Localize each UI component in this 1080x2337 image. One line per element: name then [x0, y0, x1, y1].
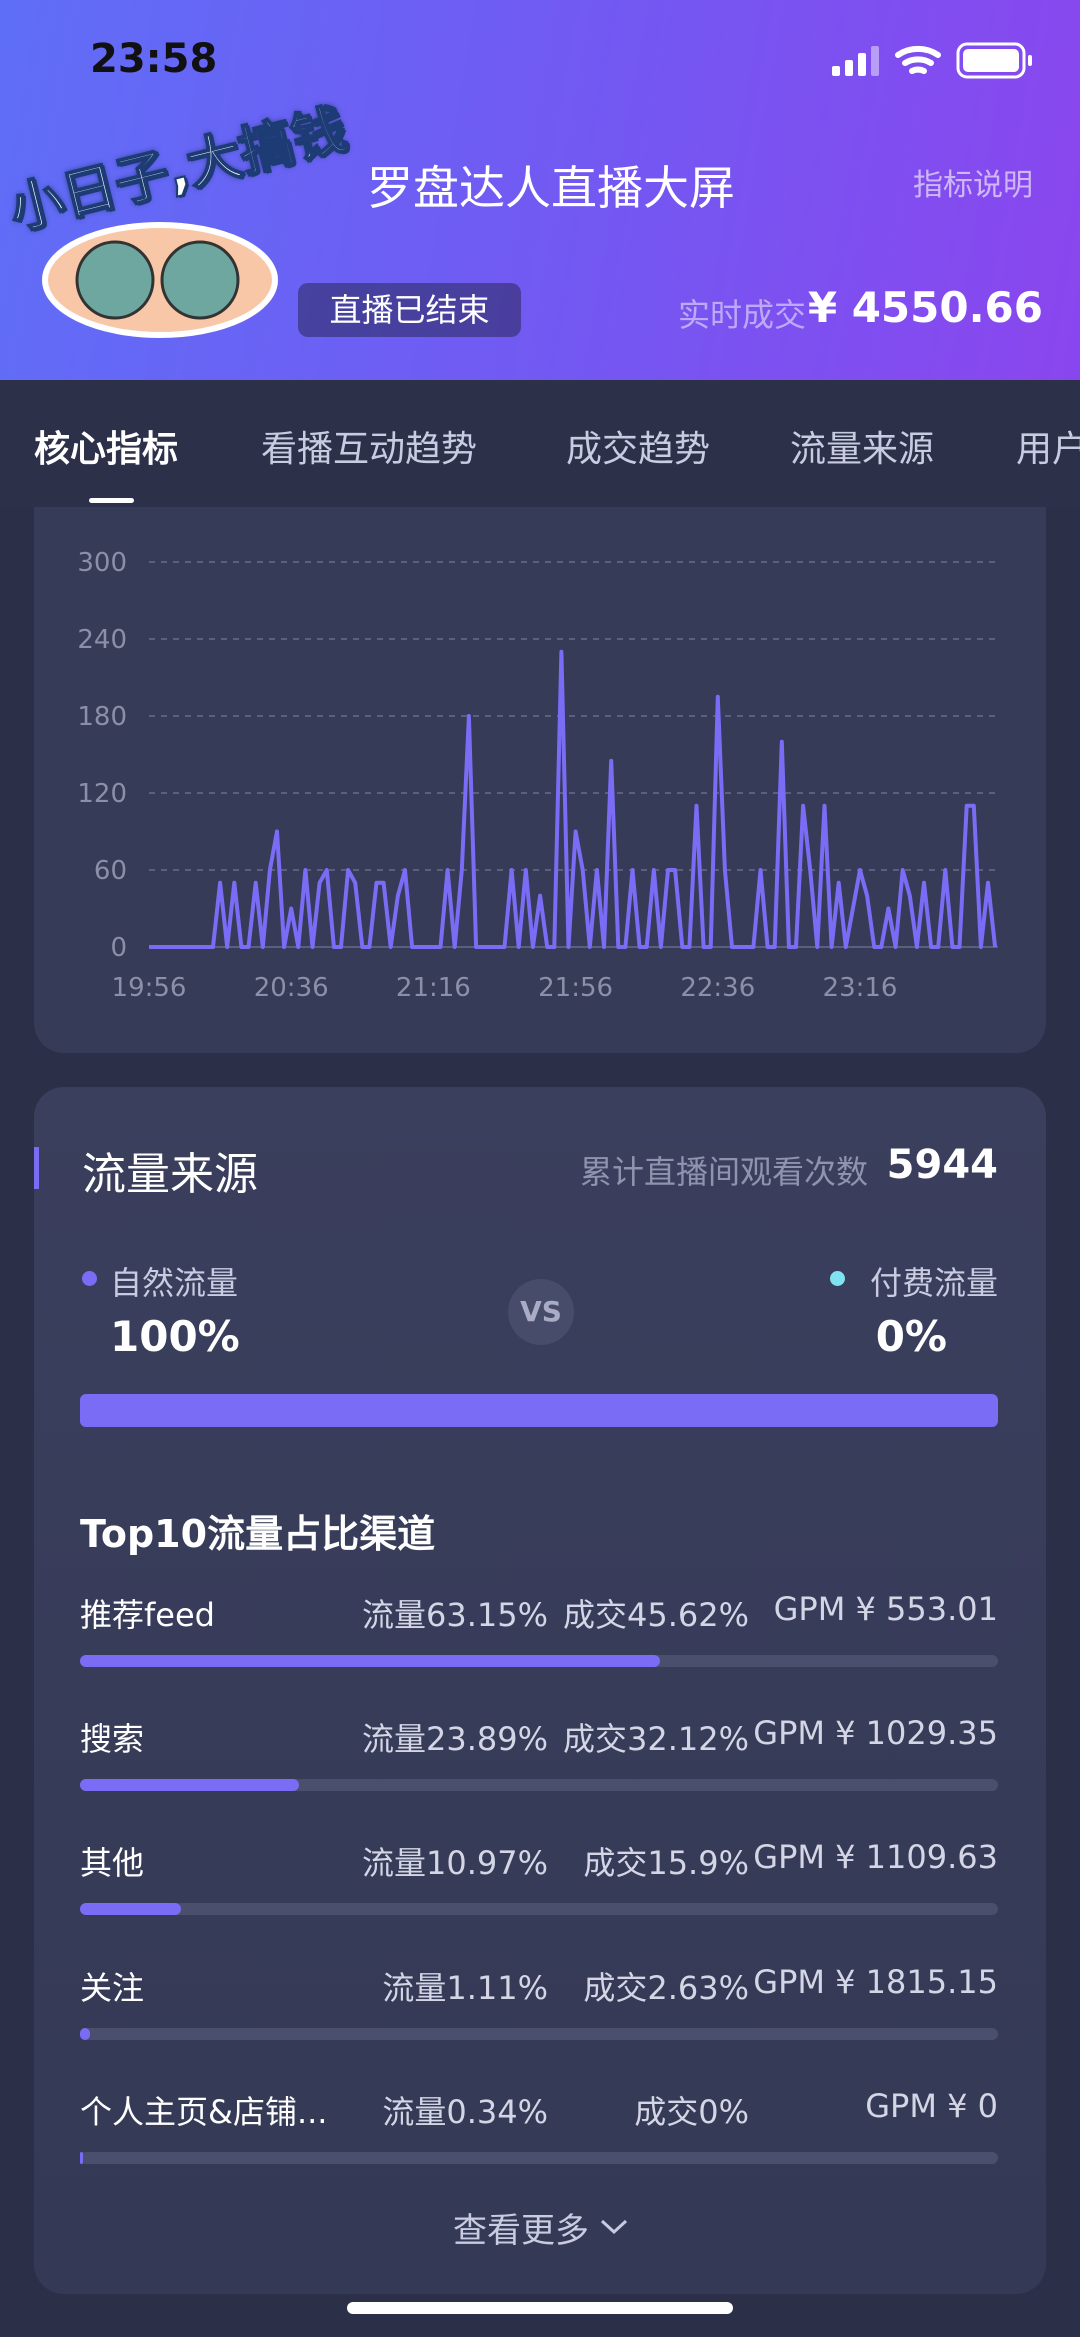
x-tick-label: 21:56	[538, 973, 613, 1003]
y-tick-label: 180	[77, 702, 127, 732]
battery-icon	[956, 42, 1026, 79]
traffic-split-bar	[80, 1394, 998, 1427]
chevron-path	[600, 2219, 628, 2235]
vs-badge: VS	[508, 1279, 574, 1345]
y-tick-label: 0	[110, 933, 127, 963]
channel-bar	[80, 1903, 181, 1915]
paid-value: 0%	[875, 1312, 947, 1361]
channel-deal: 成交0%	[634, 2093, 749, 2131]
channel-name: 个人主页&店铺...	[80, 2093, 328, 2131]
x-tick-label: 22:36	[680, 973, 755, 1003]
channel-traffic: 流量63.15%	[361, 1596, 548, 1634]
channel-bar	[80, 1655, 660, 1667]
x-tick-label: 19:56	[112, 973, 187, 1003]
x-tick-label: 21:16	[396, 973, 471, 1003]
tab[interactable]: 核心指标	[34, 429, 179, 470]
tab[interactable]: 看播互动趋势	[261, 429, 478, 470]
sticker-globe	[75, 240, 155, 320]
sticker-globe	[160, 240, 240, 320]
channel-gpm: GPM ¥ 1109.63	[753, 1838, 998, 1876]
natural-value: 100%	[110, 1312, 240, 1361]
y-tick-label: 300	[77, 548, 127, 578]
channel-traffic: 流量10.97%	[361, 1844, 548, 1882]
y-tick-label: 240	[77, 625, 127, 655]
deal-value: ¥ 4550.66	[807, 283, 1043, 332]
channel-bar-track	[80, 2152, 998, 2164]
channel-name: 其他	[80, 1844, 145, 1882]
section-accent	[34, 1147, 39, 1189]
data-line	[149, 649, 998, 949]
deal-label: 实时成交	[678, 296, 807, 334]
signal-bar	[832, 66, 840, 76]
channel-deal: 成交2.63%	[583, 1969, 749, 2007]
header: 小日子,大搞钱 23:58 罗盘达人直播大屏 指标说明 直播已结束 实时成交 ¥ 4550…	[0, 0, 1080, 380]
channel-gpm: GPM ¥ 1029.35	[753, 1714, 998, 1752]
see-more[interactable]: 查看更多	[453, 2203, 629, 2252]
channel-gpm: GPM ¥ 1815.15	[753, 1963, 998, 2001]
chart-card: 0 60 120 180 240 300 19:56 20:36 21:16 21:56 22:36…	[34, 470, 1046, 1053]
page-title: 罗盘达人直播大屏	[367, 161, 735, 215]
channels-title: Top10流量占比渠道	[80, 1512, 436, 1556]
channel-gpm: GPM ¥ 553.01	[773, 1590, 998, 1628]
total-views-label: 累计直播间观看次数	[579, 1153, 868, 1191]
x-tick-label: 23:16	[823, 973, 898, 1003]
channel-bar-track	[80, 1655, 998, 1667]
line-chart: 0 60 120 180 240 300 19:56 20:36 21:16 21:56 22:36…	[77, 548, 998, 1003]
y-tick-label: 120	[77, 779, 127, 809]
live-status-badge: 直播已结束	[298, 283, 521, 337]
channel-deal: 成交32.12%	[562, 1720, 749, 1758]
channel-bar	[80, 2152, 84, 2164]
tab[interactable]: 流量来源	[790, 429, 935, 470]
natural-label: 自然流量	[110, 1264, 239, 1302]
tab[interactable]: 成交趋势	[566, 429, 711, 470]
signal-bar	[845, 60, 853, 76]
tab-bar: 核心指标 看播互动趋势 成交趋势 流量来源 用户	[0, 380, 1080, 507]
channel-deal: 成交45.62%	[562, 1596, 749, 1634]
channel-bar-track	[80, 1779, 998, 1791]
battery-tip	[1028, 55, 1032, 66]
channel-traffic: 流量23.89%	[361, 1720, 548, 1758]
channel-traffic: 流量0.34%	[382, 2093, 548, 2131]
channel-bar	[80, 2028, 91, 2040]
channel-bar-track	[80, 2028, 998, 2040]
channel-traffic: 流量1.11%	[382, 1969, 548, 2007]
header-art	[42, 42, 1032, 338]
channel-name: 关注	[80, 1969, 145, 2007]
channel-gpm: GPM ¥ 0	[865, 2087, 998, 2125]
y-tick-label: 60	[94, 856, 127, 886]
channel-name: 搜索	[80, 1720, 145, 1758]
channel-bar	[80, 1779, 300, 1791]
signal-bar	[871, 46, 879, 76]
battery-level	[963, 49, 1019, 72]
metric-help-link[interactable]: 指标说明	[913, 168, 1033, 203]
legend-dot	[82, 1271, 97, 1286]
section-title: 流量来源	[82, 1149, 258, 1200]
total-views-value: 5944	[886, 1142, 998, 1188]
legend-dot	[830, 1271, 845, 1286]
tab[interactable]: 用户	[1016, 429, 1080, 470]
channel-deal: 成交15.9%	[583, 1844, 749, 1882]
signal-bar	[858, 53, 866, 76]
wifi-icon	[895, 46, 941, 74]
paid-label: 付费流量	[869, 1264, 998, 1302]
channel-bar-track	[80, 1903, 998, 1915]
x-tick-label: 20:36	[254, 973, 329, 1003]
home-indicator	[347, 2302, 733, 2314]
channel-name: 推荐feed	[80, 1596, 215, 1634]
tab-underline	[89, 498, 134, 503]
status-time: 23:58	[90, 36, 218, 82]
chevron-down	[600, 2219, 628, 2235]
